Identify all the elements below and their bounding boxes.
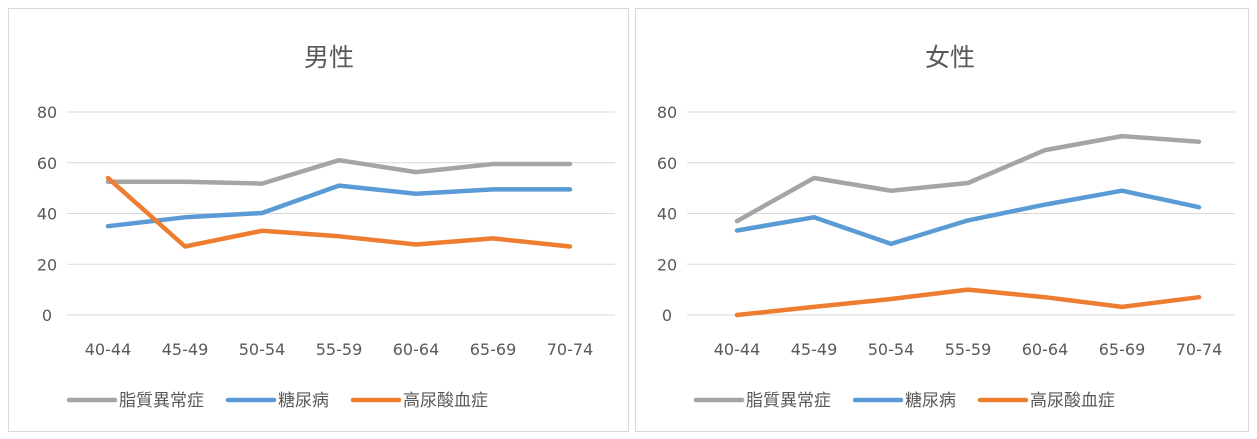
x-tick-label: 60-64 (393, 340, 440, 359)
chart-male-svg: 男性 0 20 40 60 80 40-44 45-49 50-54 55-59 60-64 65-… (37, 43, 615, 411)
chart-title: 女性 (925, 43, 975, 72)
y-tick-label: 40 (37, 205, 57, 224)
x-tick-label: 50-54 (868, 340, 915, 359)
x-tick-label: 60-64 (1022, 340, 1069, 359)
y-tick-label: 40 (657, 205, 677, 224)
series-line (734, 188, 1202, 247)
x-tick-label: 55-59 (316, 340, 363, 359)
series-line (105, 157, 573, 186)
series-line (734, 133, 1202, 224)
legend-label: 高尿酸血症 (1030, 391, 1115, 411)
x-tick-label: 40-44 (85, 340, 132, 359)
legend-label: 高尿酸血症 (403, 391, 488, 411)
y-tick-label: 0 (662, 306, 672, 325)
y-tick-label: 80 (37, 103, 57, 122)
x-tick-label: 55-59 (945, 340, 992, 359)
x-tick-label: 70-74 (547, 340, 594, 359)
legend-label: 脂質異常症 (746, 391, 831, 411)
x-tick-label: 40-44 (714, 340, 761, 359)
chart-title: 男性 (304, 43, 354, 72)
x-tick-label: 50-54 (239, 340, 286, 359)
series-line (734, 287, 1202, 318)
series-line (105, 183, 573, 229)
chart-female-svg: 女性 0 20 40 60 80 40-44 45-49 50-54 55-59 60-64 65-… (657, 43, 1235, 411)
chart-panel-female: 女性 0 20 40 60 80 40-44 45-49 50-54 55-59 60-64 65-… (635, 8, 1249, 432)
x-tick-label: 65-69 (1099, 340, 1146, 359)
x-tick-label: 45-49 (791, 340, 838, 359)
series-line (105, 175, 573, 249)
x-tick-label: 45-49 (162, 340, 209, 359)
x-tick-label: 70-74 (1176, 340, 1223, 359)
legend-label: 糖尿病 (905, 391, 956, 411)
y-tick-label: 20 (37, 255, 57, 274)
y-tick-label: 20 (657, 255, 677, 274)
y-tick-label: 60 (657, 154, 677, 173)
legend-label: 糖尿病 (278, 391, 329, 411)
x-tick-label: 65-69 (470, 340, 517, 359)
chart-panel-male: 男性 0 20 40 60 80 40-44 45-49 50-54 55-59 60-64 65-… (8, 8, 629, 432)
legend-label: 脂質異常症 (119, 391, 204, 411)
y-tick-label: 60 (37, 154, 57, 173)
y-tick-label: 0 (42, 306, 52, 325)
y-tick-label: 80 (657, 103, 677, 122)
